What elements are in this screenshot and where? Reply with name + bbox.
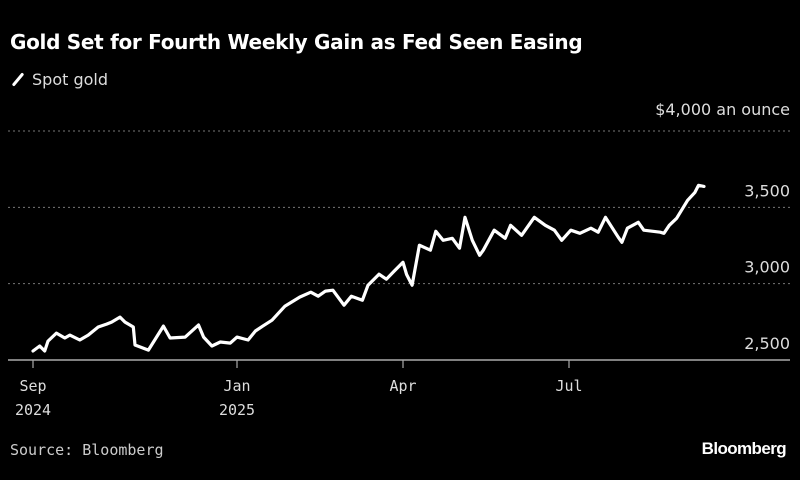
chart-title: Gold Set for Fourth Weekly Gain as Fed S… bbox=[10, 30, 583, 54]
x-tick-label: Jan bbox=[223, 377, 250, 395]
legend: Spot gold bbox=[10, 70, 108, 89]
x-tick-year-label: 2025 bbox=[219, 401, 255, 419]
spot-gold-line bbox=[31, 183, 706, 353]
y-tick-label: 3,000 bbox=[744, 258, 790, 277]
x-tick-year-label: 2024 bbox=[15, 401, 51, 419]
y-tick-label: 2,500 bbox=[744, 334, 790, 353]
source-note: Source: Bloomberg bbox=[10, 441, 164, 459]
x-tick-label: Sep bbox=[19, 377, 46, 395]
y-tick-label: 3,500 bbox=[744, 181, 790, 200]
bloomberg-logo: Bloomberg bbox=[701, 439, 787, 458]
unit-label: $4,000 an ounce bbox=[655, 100, 790, 119]
legend-label: Spot gold bbox=[32, 70, 109, 89]
x-tick-label: Jul bbox=[555, 377, 582, 395]
x-tick-label: Apr bbox=[389, 377, 416, 395]
